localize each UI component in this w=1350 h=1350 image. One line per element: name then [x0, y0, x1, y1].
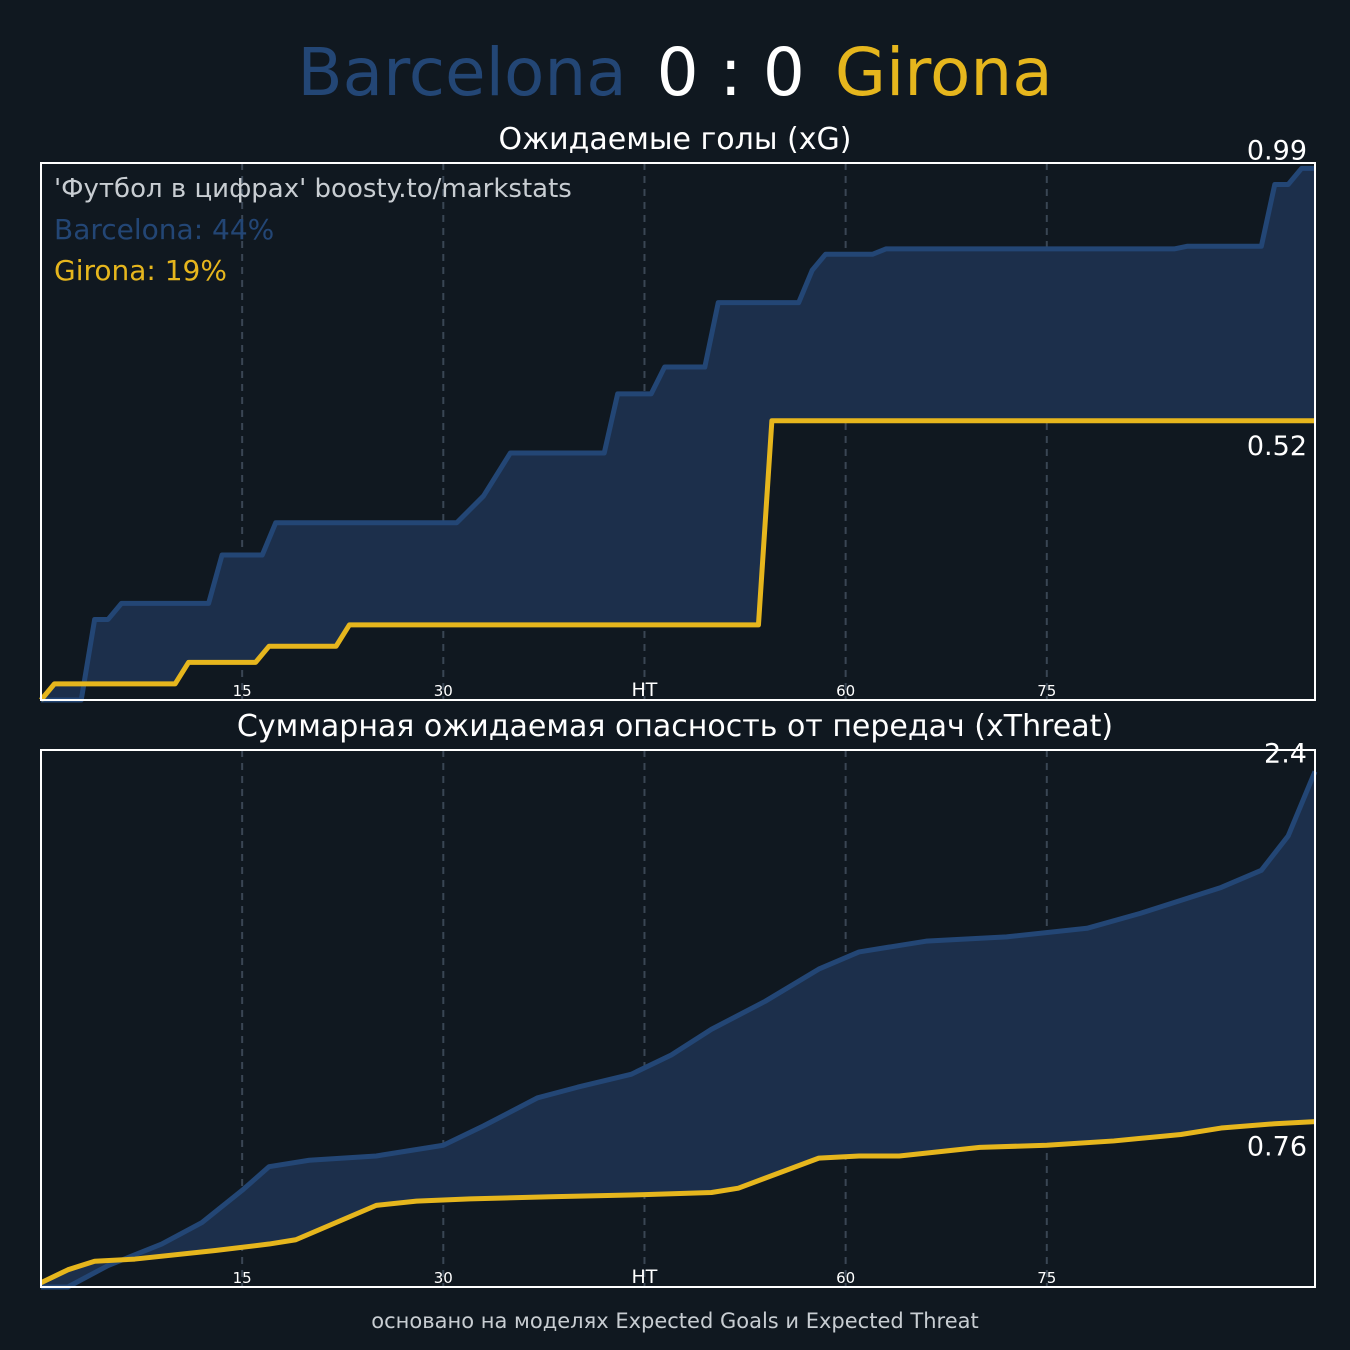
footer-note: основано на моделях Expected Goals и Exp… — [371, 1309, 979, 1333]
legend-home: Barcelona: 44% — [54, 213, 274, 246]
home-end-value-label: 2.4 — [1264, 738, 1307, 769]
away-team-name: Girona — [834, 34, 1053, 111]
away-end-value-label: 0.52 — [1247, 431, 1307, 462]
legend-away: Girona: 19% — [54, 254, 227, 287]
away-end-value-label: 0.76 — [1247, 1132, 1307, 1163]
match-score: 0 : 0 — [656, 34, 805, 111]
x-tick-label: 75 — [1037, 682, 1056, 700]
home-end-value-label: 0.99 — [1247, 135, 1307, 166]
xg-chart-title: Ожидаемые голы (xG) — [498, 122, 852, 157]
plot-frame — [40, 749, 1316, 1288]
x-tick-label: 75 — [1037, 1269, 1056, 1287]
x-tick-label: 30 — [434, 682, 453, 700]
home-team-name: Barcelona — [297, 34, 627, 111]
x-tick-label: 15 — [233, 682, 252, 700]
watermark-text: 'Футбол в цифрах' boosty.to/markstats — [54, 174, 572, 204]
plot-frame — [40, 162, 1316, 701]
x-tick-label: HT — [632, 679, 658, 701]
away-series-line — [39, 418, 1315, 702]
fill-between-area — [41, 771, 1315, 1287]
xg-chart: 15 30 HT 60 75 0.99 0.52 'Футбол в цифрах' boos… — [39, 135, 1316, 703]
x-tick-label: HT — [632, 1266, 658, 1288]
x-tick-label: 60 — [836, 682, 855, 700]
away-series-line — [39, 1119, 1316, 1285]
xthreat-chart: 15 30 HT 60 75 2.4 0.76 — [39, 738, 1318, 1290]
x-tick-label: 60 — [836, 1269, 855, 1287]
fill-between-area — [41, 168, 1315, 700]
home-series-line — [41, 165, 1315, 703]
x-tick-label: 30 — [434, 1269, 453, 1287]
x-tick-label: 15 — [233, 1269, 252, 1287]
match-header: Barcelona 0 : 0 Girona — [0, 28, 1350, 118]
xthreat-chart-title: Суммарная ожидаемая опасность от передач… — [236, 709, 1114, 744]
home-series-line — [41, 770, 1318, 1290]
